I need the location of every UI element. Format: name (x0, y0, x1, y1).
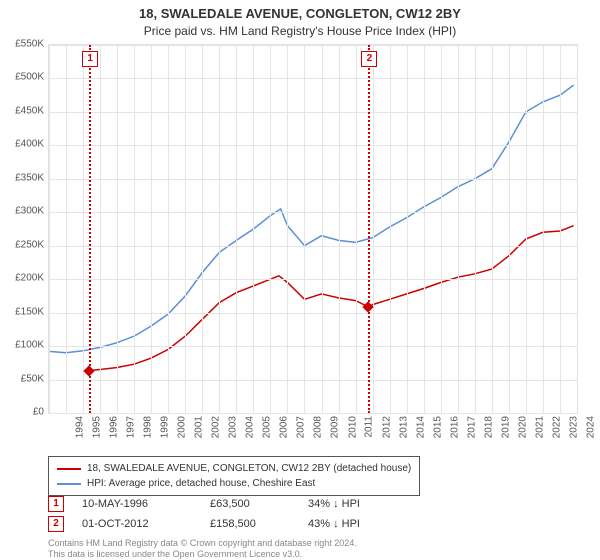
x-axis-label: 2007 (296, 416, 307, 438)
x-axis-label: 1995 (91, 416, 102, 438)
x-axis-label: 2023 (568, 416, 579, 438)
chart-subtitle: Price paid vs. HM Land Registry's House … (0, 22, 600, 38)
legend-label-hpi: HPI: Average price, detached house, Ches… (87, 476, 315, 491)
sale-row-2: 2 01-OCT-2012 £158,500 43% ↓ HPI (48, 516, 360, 532)
x-axis-label: 2000 (176, 416, 187, 438)
legend: 18, SWALEDALE AVENUE, CONGLETON, CW12 2B… (48, 456, 420, 496)
chart-sale-marker: 2 (361, 51, 377, 67)
x-axis-label: 2015 (432, 416, 443, 438)
x-axis-label: 2005 (262, 416, 273, 438)
sale-row-1: 1 10-MAY-1996 £63,500 34% ↓ HPI (48, 496, 360, 512)
sale-marker-1: 1 (48, 496, 64, 512)
x-axis-label: 2001 (193, 416, 204, 438)
y-axis-label: £250K (4, 239, 44, 250)
x-axis-label: 2016 (449, 416, 460, 438)
x-axis-label: 2002 (211, 416, 222, 438)
chart-plot-area: 12 (48, 44, 578, 414)
x-axis-label: 1999 (159, 416, 170, 438)
y-axis-label: £450K (4, 105, 44, 116)
sale-price-1: £63,500 (210, 498, 290, 510)
y-axis-label: £500K (4, 72, 44, 83)
footnote-line2: This data is licensed under the Open Gov… (48, 549, 357, 560)
series-property_price (89, 226, 573, 371)
y-axis-label: £400K (4, 139, 44, 150)
footnote-line1: Contains HM Land Registry data © Crown c… (48, 538, 357, 549)
sale-price-2: £158,500 (210, 518, 290, 530)
y-axis-label: £350K (4, 172, 44, 183)
x-axis-label: 2019 (500, 416, 511, 438)
legend-swatch-property (57, 468, 81, 470)
x-axis-label: 2021 (534, 416, 545, 438)
chart-title: 18, SWALEDALE AVENUE, CONGLETON, CW12 2B… (0, 0, 600, 22)
x-axis-label: 2004 (245, 416, 256, 438)
x-axis-label: 2024 (585, 416, 596, 438)
x-axis-label: 1998 (142, 416, 153, 438)
x-axis-label: 2020 (517, 416, 528, 438)
x-axis-label: 2012 (381, 416, 392, 438)
chart-svg (49, 45, 577, 413)
sale-vs-hpi-2: 43% ↓ HPI (308, 518, 360, 530)
y-axis-label: £50K (4, 373, 44, 384)
x-axis-label: 2014 (415, 416, 426, 438)
sale-date-1: 10-MAY-1996 (82, 498, 192, 510)
x-axis-label: 2008 (313, 416, 324, 438)
legend-label-property: 18, SWALEDALE AVENUE, CONGLETON, CW12 2B… (87, 461, 411, 476)
x-axis-label: 2010 (347, 416, 358, 438)
sale-vs-hpi-1: 34% ↓ HPI (308, 498, 360, 510)
sale-marker-2: 2 (48, 516, 64, 532)
x-axis-label: 2011 (363, 416, 374, 438)
x-axis-label: 2017 (466, 416, 477, 438)
y-axis-label: £150K (4, 306, 44, 317)
chart-sale-marker: 1 (82, 51, 98, 67)
legend-row-hpi: HPI: Average price, detached house, Ches… (57, 476, 411, 491)
x-axis-label: 2009 (330, 416, 341, 438)
x-axis-label: 2006 (279, 416, 290, 438)
x-axis-label: 2013 (398, 416, 409, 438)
legend-row-property: 18, SWALEDALE AVENUE, CONGLETON, CW12 2B… (57, 461, 411, 476)
x-axis-label: 2018 (483, 416, 494, 438)
footnote: Contains HM Land Registry data © Crown c… (48, 538, 357, 560)
x-axis-label: 1994 (74, 416, 85, 438)
x-axis-label: 2022 (551, 416, 562, 438)
sale-date-2: 01-OCT-2012 (82, 518, 192, 530)
y-axis-label: £550K (4, 39, 44, 50)
y-axis-label: £200K (4, 273, 44, 284)
y-axis-label: £100K (4, 340, 44, 351)
x-axis-label: 1996 (108, 416, 119, 438)
x-axis-label: 1997 (125, 416, 136, 438)
x-axis-label: 2003 (228, 416, 239, 438)
legend-swatch-hpi (57, 483, 81, 485)
y-axis-label: £0 (4, 407, 44, 418)
y-axis-label: £300K (4, 206, 44, 217)
